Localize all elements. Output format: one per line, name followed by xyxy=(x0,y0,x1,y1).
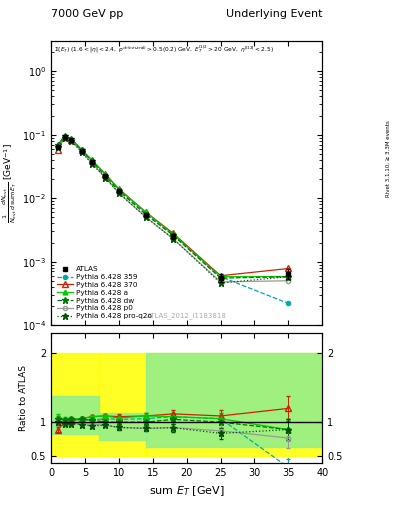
Y-axis label: Ratio to ATLAS: Ratio to ATLAS xyxy=(19,365,28,431)
Text: $\Sigma(E_T)$ $(1.6 < |\eta| < 2.4,\ p^{ch(neutral)} > 0.5(0.2)$ GeV$,\ E_T^{l1|: $\Sigma(E_T)$ $(1.6 < |\eta| < 2.4,\ p^{… xyxy=(54,44,274,55)
Legend: ATLAS, Pythia 6.428 359, Pythia 6.428 370, Pythia 6.428 a, Pythia 6.428 dw, Pyth: ATLAS, Pythia 6.428 359, Pythia 6.428 37… xyxy=(55,264,154,322)
Y-axis label: $\frac{1}{N_\mathrm{evt}} \frac{dN_\mathrm{evt}}{d\,\mathrm{sum}\,E_T}$ [GeV$^{-: $\frac{1}{N_\mathrm{evt}} \frac{dN_\math… xyxy=(0,143,19,223)
Text: ATLAS_2012_I1183818: ATLAS_2012_I1183818 xyxy=(147,313,227,319)
Text: Rivet 3.1.10, ≥ 3.3M events: Rivet 3.1.10, ≥ 3.3M events xyxy=(386,120,391,197)
Text: 7000 GeV pp: 7000 GeV pp xyxy=(51,9,123,19)
Text: Underlying Event: Underlying Event xyxy=(226,9,322,19)
X-axis label: sum $E_T$ [GeV]: sum $E_T$ [GeV] xyxy=(149,484,224,498)
